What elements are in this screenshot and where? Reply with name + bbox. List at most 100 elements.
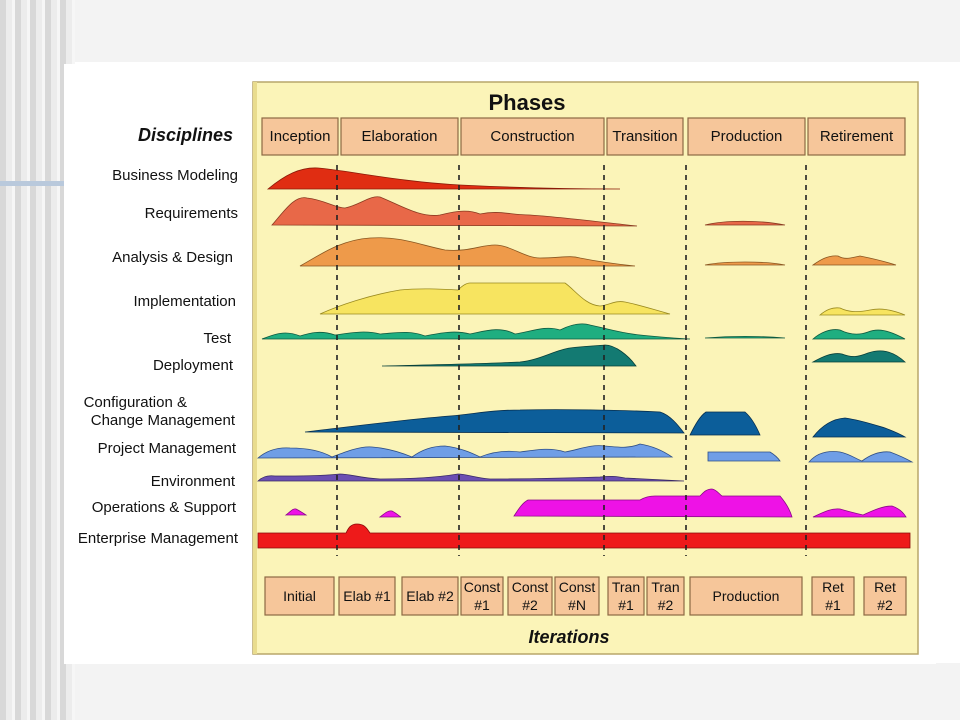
iteration-box-initial (264, 576, 335, 616)
phase-label-construction: Construction (490, 128, 574, 145)
hump-operations-elab (378, 510, 402, 518)
hump-environment (257, 473, 685, 482)
phases-title: Phases (488, 90, 565, 115)
iteration-box-const-2 (507, 576, 553, 616)
iteration-ret-1: Ret #1 (811, 576, 855, 616)
hump-operations-main (513, 488, 793, 518)
phase-production: Production (687, 117, 806, 156)
iteration-label-const-2-0: Const (512, 579, 549, 595)
hump-test (261, 323, 691, 340)
iteration-box-elab-2 (401, 576, 459, 616)
iteration-label-ret-1-0: Ret (822, 579, 844, 595)
iteration-label-tran-1-1: #1 (618, 597, 634, 613)
discipline-label-enterprise-management: Enterprise Management (78, 530, 239, 547)
iteration-tran-2: Tran #2 (646, 576, 685, 616)
hump-implementation (319, 282, 671, 315)
hump-analysis-design (299, 237, 636, 267)
hump-project-management (256, 443, 674, 459)
discipline-label-business-modeling: Business Modeling (112, 167, 238, 184)
iteration-const-1: Const #1 (460, 576, 504, 616)
hump-config-change (304, 409, 685, 434)
iteration-elab-1: Elab #1 (338, 576, 396, 616)
iteration-box-elab-1 (338, 576, 396, 616)
iteration-box-production (689, 576, 803, 616)
iteration-label-const-1-0: Const (464, 579, 501, 595)
discipline-label-operations-support: Operations & Support (92, 499, 237, 516)
hump-analysis-design-prod (704, 261, 786, 266)
phase-box-retirement (807, 117, 906, 156)
hump-analysis-design-ret (811, 255, 897, 266)
discipline-label-project-management: Project Management (98, 440, 237, 457)
hump-operations-ret (812, 505, 907, 518)
hump-test-ret (811, 329, 906, 340)
discipline-label-configuration: Configuration & (84, 394, 187, 411)
phase-label-transition: Transition (612, 128, 677, 145)
iteration-elab-2: Elab #2 (401, 576, 459, 616)
iteration-label-tran-2-1: #2 (658, 597, 674, 613)
phase-transition: Transition (606, 117, 684, 156)
bottom-band (75, 663, 960, 720)
iteration-box-const-1 (460, 576, 504, 616)
phase-label-retirement: Retirement (820, 128, 894, 145)
discipline-label-test: Test (203, 330, 231, 347)
hump-project-management-ret (808, 451, 914, 463)
iteration-label-initial-0: Initial (283, 588, 316, 604)
diagram-panel (252, 81, 919, 655)
iteration-label-tran-1-0: Tran (612, 579, 640, 595)
iteration-label-tran-2-0: Tran (651, 579, 679, 595)
discipline-label-change-management: Change Management (91, 412, 236, 429)
iteration-label-const-1-1: #1 (474, 597, 490, 613)
iteration-box-ret-2 (863, 576, 907, 616)
iteration-const-2: Const #2 (507, 576, 553, 616)
iteration-label-const-n-0: Const (559, 579, 596, 595)
iteration-initial: Initial (264, 576, 335, 616)
discipline-label-implementation: Implementation (133, 293, 236, 310)
phase-box-construction (460, 117, 605, 156)
hump-implementation-ret (818, 307, 906, 316)
workload-shapes (256, 167, 914, 549)
iteration-label-production-0: Production (713, 588, 780, 604)
iteration-box-tran-2 (646, 576, 685, 616)
hump-deployment (381, 344, 637, 367)
hump-deployment-ret (811, 350, 907, 363)
accent-line (0, 181, 64, 186)
iteration-label-ret-2-0: Ret (874, 579, 896, 595)
iteration-label-const-2-1: #2 (522, 597, 538, 613)
phase-boxes: Inception Elaboration Construction Transiti… (261, 117, 906, 156)
phase-inception: Inception (261, 117, 339, 156)
discipline-label-deployment: Deployment (153, 357, 234, 374)
discipline-labels: Business Modeling Requirements Analysis … (78, 167, 239, 547)
phase-retirement: Retirement (807, 117, 906, 156)
panel-left-shade (253, 82, 257, 654)
iteration-box-tran-1 (607, 576, 645, 616)
discipline-label-requirements: Requirements (145, 205, 238, 222)
phase-box-elaboration (340, 117, 459, 156)
phase-elaboration: Elaboration (340, 117, 459, 156)
phase-label-elaboration: Elaboration (362, 128, 438, 145)
hump-project-management-prod (707, 451, 781, 462)
disciplines-title: Disciplines (138, 125, 233, 145)
iterations-title: Iterations (528, 627, 609, 647)
iteration-tran-1: Tran #1 (607, 576, 645, 616)
iteration-production: Production (689, 576, 803, 616)
phase-box-production (687, 117, 806, 156)
iteration-ret-2: Ret #2 (863, 576, 907, 616)
iteration-label-ret-1-1: #1 (825, 597, 841, 613)
left-stripe-decoration (0, 0, 75, 720)
iteration-boxes: Initial Elab #1 Elab #2Const#1Const#2Const… (264, 576, 907, 616)
top-band (75, 0, 960, 62)
iteration-label-elab-2-0: Elab #2 (406, 588, 454, 604)
discipline-label-environment: Environment (151, 473, 236, 490)
iteration-label-elab-1-0: Elab #1 (343, 588, 391, 604)
phase-box-inception (261, 117, 339, 156)
phase-construction: Construction (460, 117, 605, 156)
hump-operations-inception (284, 508, 308, 516)
iteration-box-ret-1 (811, 576, 855, 616)
phase-label-production: Production (711, 128, 783, 145)
iteration-label-const-n-1: #N (568, 597, 586, 613)
iteration-box-const-n (554, 576, 600, 616)
iteration-const-n: Const #N (554, 576, 600, 616)
hump-requirements (271, 196, 638, 227)
hump-test-prod (704, 336, 786, 339)
